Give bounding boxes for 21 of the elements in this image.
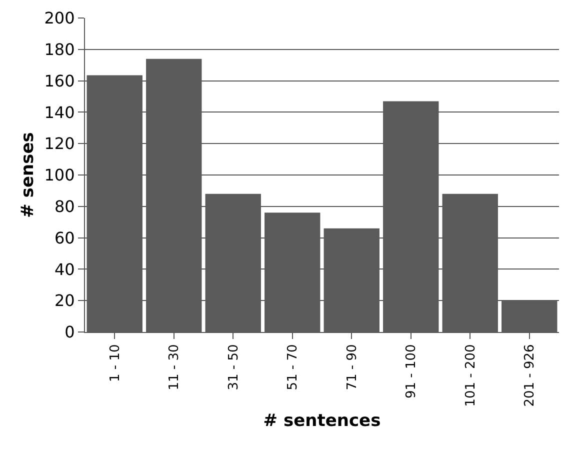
x-tick-label: 71 - 90	[344, 344, 360, 390]
y-tick-label: 200	[44, 8, 75, 28]
x-axis-title: # sentences	[263, 411, 381, 432]
y-tick-label: 0	[64, 322, 75, 342]
y-tick-label: 60	[54, 228, 75, 248]
x-tick-label: 201 - 926	[522, 344, 538, 407]
x-tick-label: 1 - 10	[108, 344, 123, 382]
y-tick-label: 180	[44, 40, 75, 59]
y-axis-title: # senses	[18, 132, 38, 218]
y-tick-label: 100	[44, 166, 75, 185]
x-tick-label: 101 - 200	[463, 344, 478, 407]
x-tick-label: 31 - 50	[226, 344, 242, 390]
x-tick-label: 51 - 70	[286, 344, 301, 390]
y-tick-label: 160	[44, 71, 75, 90]
y-tick-label: 40	[54, 260, 75, 279]
y-tick-label: 20	[54, 291, 75, 310]
x-tick-label: 91 - 100	[404, 344, 420, 399]
y-tick-label: 120	[44, 134, 75, 154]
y-tick-label: 80	[54, 197, 75, 216]
y-tick-label: 140	[44, 102, 75, 122]
x-tick-label: 11 - 30	[167, 344, 182, 390]
